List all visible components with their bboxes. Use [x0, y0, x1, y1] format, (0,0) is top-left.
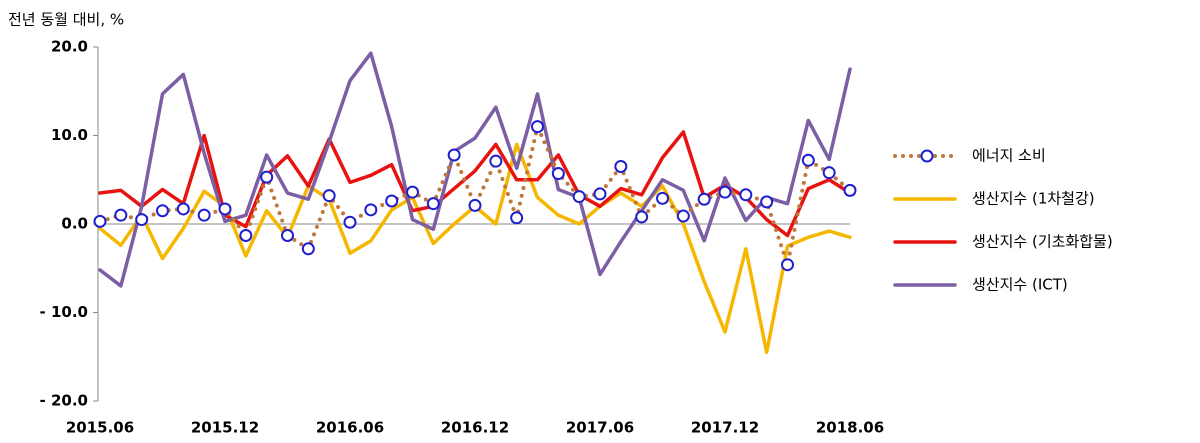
data-point — [281, 229, 294, 243]
data-point — [781, 258, 794, 272]
data-point — [93, 214, 107, 228]
legend-label: 에너지 소비 — [972, 147, 1046, 165]
x-tick-label: 2017.12 — [691, 419, 759, 437]
data-point — [135, 213, 149, 227]
legend-marker — [920, 149, 934, 163]
data-point — [364, 203, 378, 217]
data-point — [718, 185, 732, 199]
data-point — [593, 187, 607, 201]
data-point — [218, 202, 232, 216]
data-point — [676, 209, 690, 223]
data-point — [656, 191, 669, 205]
data-point — [239, 229, 253, 243]
data-point — [531, 120, 544, 134]
data-point — [843, 183, 857, 197]
legend-label: 생산지수 (1차철강) — [972, 190, 1095, 208]
data-point — [260, 170, 274, 184]
data-point — [197, 208, 211, 222]
data-point — [156, 204, 169, 218]
data-point — [760, 195, 774, 209]
data-point — [468, 198, 482, 212]
data-point — [510, 211, 524, 225]
data-point — [822, 166, 836, 180]
data-point — [426, 197, 440, 211]
y-tick-label: 10.0 — [51, 126, 88, 144]
data-point — [635, 210, 649, 224]
y-tick-label: 20.0 — [51, 38, 88, 56]
y-tick-label: - 20.0 — [40, 392, 88, 410]
data-point — [114, 208, 128, 222]
data-point — [176, 202, 190, 216]
data-point — [614, 159, 628, 173]
data-point — [447, 148, 461, 162]
data-point — [489, 154, 503, 168]
data-point — [301, 242, 315, 256]
data-point — [572, 190, 586, 204]
data-point — [801, 153, 815, 167]
data-point — [551, 167, 565, 181]
data-point — [697, 192, 711, 206]
data-point — [322, 189, 336, 203]
x-tick-label: 2016.12 — [441, 419, 509, 437]
y-tick-label: 0.0 — [61, 215, 88, 233]
y-tick-label: - 10.0 — [40, 303, 88, 321]
y-axis-label: 전년 동월 대비, % — [8, 11, 124, 29]
x-tick-label: 2015.06 — [66, 419, 134, 437]
x-tick-label: 2015.12 — [191, 419, 259, 437]
legend-label: 생산지수 (ICT) — [972, 276, 1068, 294]
x-tick-label: 2016.06 — [316, 419, 384, 437]
data-point — [385, 194, 399, 208]
data-point — [739, 188, 753, 202]
legend-label: 생산지수 (기초화합물) — [972, 233, 1113, 251]
x-tick-label: 2017.06 — [566, 419, 634, 437]
data-point — [406, 185, 419, 199]
x-tick-label: 2018.06 — [816, 419, 884, 437]
data-point — [343, 215, 357, 229]
series-line — [98, 51, 852, 288]
